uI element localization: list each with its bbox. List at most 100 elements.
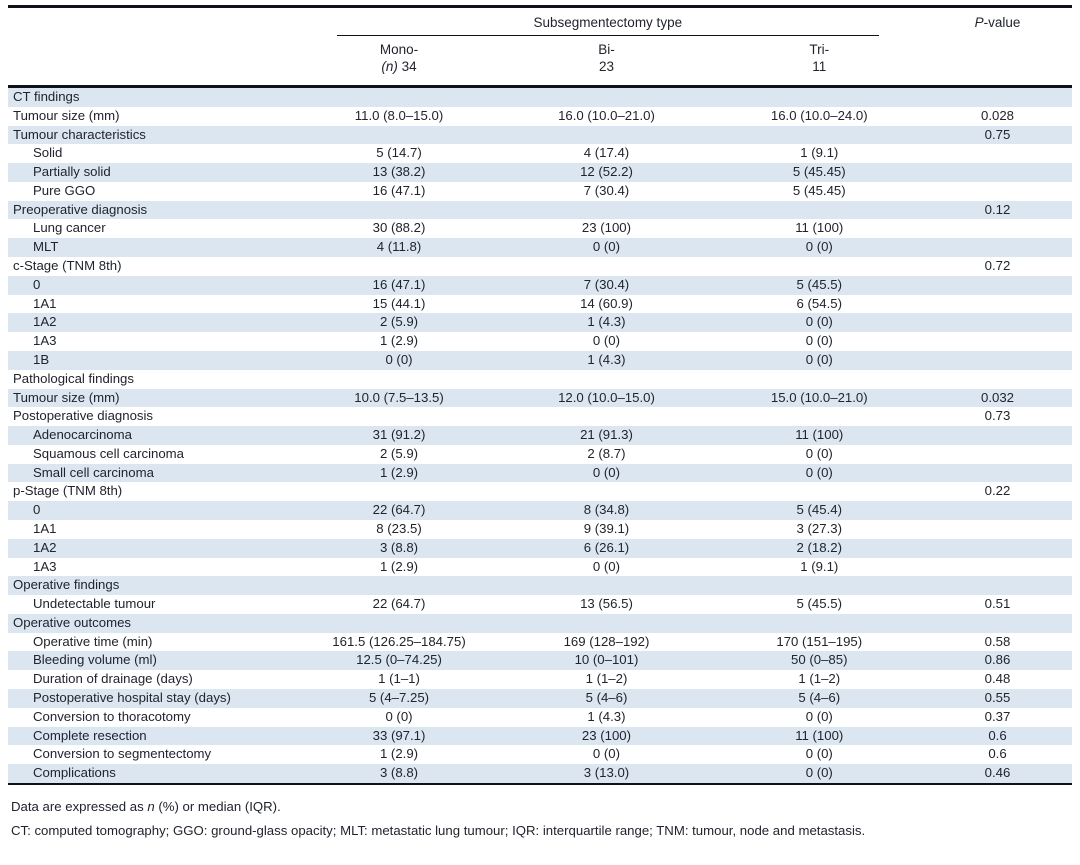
table-row: Conversion to segmentectomy 1 (2.9) 0 (0… [8, 745, 1072, 764]
bi-value [497, 407, 715, 426]
bi-value: 12 (52.2) [580, 164, 633, 180]
row-label: 1A2 [33, 539, 57, 555]
row-label: MLT [33, 239, 59, 255]
table-row: Conversion to thoracotomy 0 (0) 1 (4.3) … [8, 708, 1072, 727]
table-row: Operative findings [8, 576, 1072, 596]
table-row: 1A1 15 (44.1) 14 (60.9) 6 (54.5) [8, 295, 1072, 314]
bi-value: 1 (4.3) [587, 351, 626, 367]
mono-value: 22 (64.7) [372, 596, 426, 612]
table-row: Pathological findings [8, 370, 1072, 389]
tri-value: 11 (100) [795, 220, 844, 236]
p-value: 0.028 [980, 107, 1014, 123]
header-empty-cell [8, 7, 301, 37]
table-row: CT findings [8, 86, 1072, 107]
table-row: 0 22 (64.7) 8 (34.8) 5 (45.4) [8, 501, 1072, 520]
bi-value: 2 (8.7) [587, 445, 626, 461]
table-row: Lung cancer 30 (88.2) 23 (100) 11 (100) [8, 219, 1072, 238]
p-value: 0.55 [984, 690, 1011, 705]
table-row: 1A2 3 (8.8) 6 (26.1) 2 (18.2) [8, 538, 1072, 558]
table-row: MLT 4 (11.8) 0 (0) 0 (0) [8, 238, 1072, 258]
mono-value [301, 126, 498, 145]
row-label: Preoperative diagnosis [13, 201, 148, 217]
p-value [923, 445, 1072, 464]
tri-value: 170 (151–195) [776, 633, 863, 649]
p-value: 0.48 [984, 671, 1011, 687]
mono-value: 10.0 (7.5–13.5) [354, 389, 444, 405]
footnote1-post: (%) or median (IQR). [154, 798, 281, 814]
tri-value: 5 (4–6) [798, 690, 841, 705]
row-label: 1A1 [33, 520, 57, 536]
tri-value: 2 (18.2) [796, 539, 842, 555]
p-value: 0.51 [984, 596, 1011, 612]
tri-value [716, 201, 923, 220]
p-value [923, 539, 1072, 558]
table-row: 1A1 8 (23.5) 9 (39.1) 3 (27.3) [8, 520, 1072, 539]
row-label: Undetectable tumour [33, 596, 156, 612]
p-value [923, 576, 1072, 595]
bi-value: 8 (34.8) [583, 502, 630, 518]
tri-value: 0 (0) [805, 351, 833, 367]
tri-value [716, 482, 923, 501]
p-value [923, 87, 1072, 107]
p-value [923, 238, 1072, 257]
row-label: Operative outcomes [13, 614, 132, 630]
row-label: Tumour characteristics [13, 126, 146, 142]
bi-value: 1 (1–2) [585, 671, 628, 687]
bi-value: 10 (0–101) [574, 652, 639, 668]
header-group-cell: Subsegmentectomy type [301, 7, 923, 36]
p-value: 0.58 [984, 633, 1011, 649]
table-header: Subsegmentectomy type P-value Mono- (n) … [8, 7, 1072, 87]
mono-value [301, 201, 498, 220]
mono-value: 5 (14.7) [376, 145, 422, 161]
p-value [923, 464, 1072, 483]
bi-value [497, 614, 715, 633]
tri-value [716, 370, 923, 389]
tri-value: 5 (45.5) [796, 276, 842, 292]
p-value: 0.12 [984, 201, 1011, 217]
p-value [923, 520, 1072, 539]
mono-value [301, 576, 498, 595]
tri-value: 1 (9.1) [800, 145, 839, 161]
p-value: 0.75 [984, 126, 1011, 142]
bi-label: Bi- [598, 42, 615, 57]
bi-value: 13 (56.5) [580, 596, 633, 612]
bi-value [497, 257, 715, 276]
tri-value: 0 (0) [805, 708, 833, 724]
mono-value: 33 (97.1) [372, 727, 426, 743]
p-value: 0.86 [984, 652, 1011, 668]
table-row: Complete resection 33 (97.1) 23 (100) 11… [8, 726, 1072, 746]
row-label: Complications [33, 765, 116, 781]
tri-value: 5 (45.4) [796, 502, 842, 518]
mono-value: 30 (88.2) [372, 220, 426, 236]
mono-value: 0 (0) [385, 708, 413, 724]
tri-count: 11 [812, 59, 827, 74]
p-value [923, 276, 1072, 295]
tri-value: 0 (0) [805, 445, 833, 461]
p-value [923, 163, 1072, 182]
mono-value [301, 257, 498, 276]
tri-value [716, 407, 923, 426]
row-label: Solid [33, 145, 63, 161]
mono-label: Mono- [379, 42, 419, 57]
bi-value: 7 (30.4) [583, 182, 630, 198]
tri-value: 0 (0) [805, 333, 833, 349]
row-label: Operative findings [13, 577, 120, 593]
row-label: Complete resection [33, 727, 147, 743]
bi-value: 9 (39.1) [583, 520, 630, 536]
row-label: Adenocarcinoma [33, 427, 132, 443]
tri-value [716, 614, 923, 633]
p-value [923, 501, 1072, 520]
p-value [923, 614, 1072, 633]
bi-value: 0 (0) [592, 464, 621, 480]
bi-value: 12.0 (10.0–15.0) [558, 389, 655, 405]
mono-value [301, 482, 498, 501]
table-row: Tumour characteristics 0.75 [8, 125, 1072, 145]
tri-value: 0 (0) [805, 746, 833, 762]
p-value: 0.37 [984, 708, 1011, 724]
footnote1-n-symbol: n [147, 798, 155, 814]
row-label: Bleeding volume (ml) [33, 652, 157, 668]
mono-n-symbol: (n) [381, 59, 398, 74]
tri-value [716, 126, 923, 145]
tri-value: 50 (0–85) [791, 652, 848, 668]
footnote1-pre: Data are expressed as [11, 798, 148, 814]
